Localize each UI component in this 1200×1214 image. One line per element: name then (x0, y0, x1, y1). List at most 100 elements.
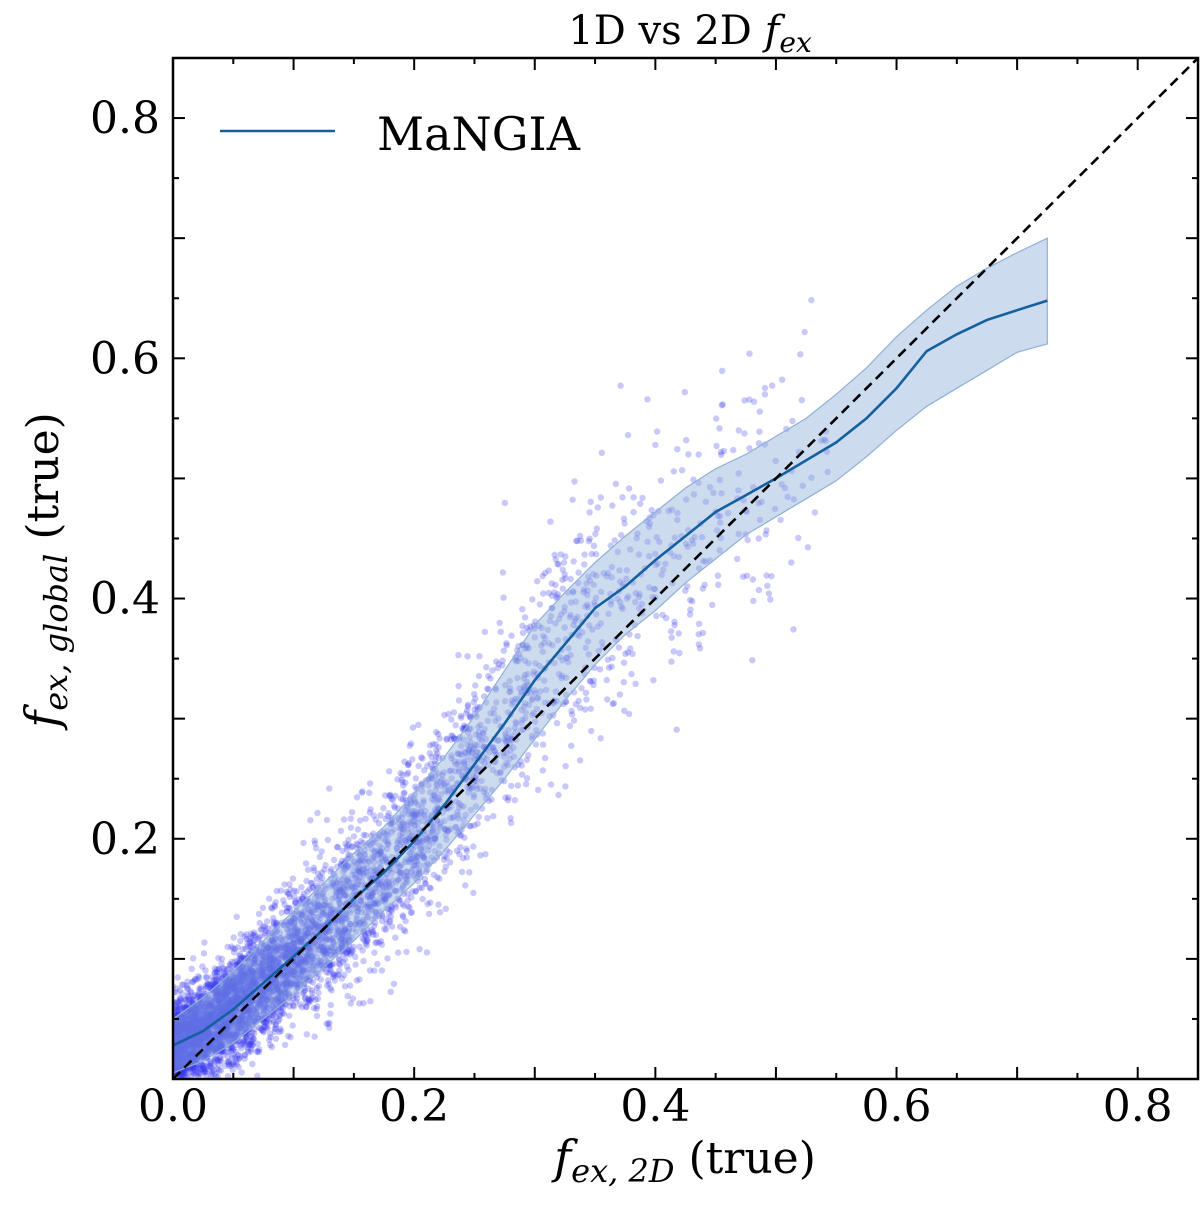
scatter-point (445, 710, 452, 718)
scatter-point (202, 1017, 209, 1024)
scatter-point (195, 1014, 202, 1021)
scatter-point (202, 1051, 209, 1058)
scatter-point (718, 490, 725, 497)
scatter-point (587, 498, 594, 505)
scatter-point (499, 569, 507, 576)
scatter-point (514, 782, 522, 789)
scatter-point (250, 979, 257, 986)
scatter-point (453, 847, 461, 854)
scatter-point (250, 959, 257, 966)
scatter-point (245, 1040, 253, 1047)
scatter-point (484, 717, 491, 724)
scatter-point (671, 618, 678, 626)
scatter-point (372, 898, 380, 906)
scatter-point (188, 965, 195, 972)
scatter-point (359, 788, 366, 795)
scatter-point (555, 791, 562, 799)
scatter-point (182, 1055, 190, 1062)
scatter-point (184, 1047, 192, 1055)
scatter-point (178, 990, 186, 997)
scatter-point (396, 836, 404, 843)
scatter-point (310, 926, 318, 933)
scatter-point (614, 595, 621, 602)
scatter-point (276, 993, 283, 1001)
scatter-point (192, 1036, 199, 1043)
scatter-point (237, 971, 244, 978)
scatter-point (675, 553, 683, 561)
scatter-point (209, 1042, 216, 1049)
scatter-point (252, 967, 259, 974)
scatter-point (282, 975, 289, 982)
scatter-point (419, 895, 426, 903)
scatter-point (317, 976, 324, 983)
scatter-point (322, 862, 329, 869)
scatter-point (188, 1014, 195, 1022)
scatter-point (761, 391, 769, 398)
scatter-point (194, 1035, 202, 1042)
scatter-point (187, 1020, 195, 1027)
scatter-point (322, 946, 330, 953)
scatter-point (523, 756, 531, 764)
scatter-point (347, 1000, 354, 1007)
scatter-point (214, 990, 221, 997)
scatter-point (191, 1025, 199, 1033)
scatter-point (258, 970, 265, 978)
scatter-point (675, 630, 682, 637)
scatter-point (434, 828, 441, 835)
scatter-point (620, 659, 628, 666)
scatter-point (713, 442, 720, 450)
scatter-point (257, 994, 264, 1001)
scatter-point (217, 1041, 224, 1048)
scatter-point (432, 836, 439, 843)
scatter-point (421, 875, 428, 883)
scatter-point (579, 629, 586, 636)
scatter-point (334, 925, 342, 932)
scatter-point (182, 1041, 189, 1049)
scatter-point (576, 757, 584, 764)
scatter-point (214, 1043, 221, 1050)
scatter-point (476, 732, 483, 740)
scatter-point (187, 1006, 194, 1014)
scatter-point (187, 1006, 195, 1014)
scatter-point (455, 750, 462, 758)
scatter-point (354, 826, 362, 833)
scatter-point (353, 794, 361, 801)
scatter-point (188, 1049, 195, 1057)
scatter-point (183, 1031, 190, 1038)
scatter-point (588, 550, 595, 558)
scatter-point (503, 759, 510, 767)
scatter-point (653, 612, 660, 620)
scatter-point (239, 977, 246, 984)
scatter-point (230, 984, 237, 991)
scatter-point (496, 619, 503, 627)
scatter-point (204, 1015, 211, 1023)
scatter-point (288, 971, 295, 978)
scatter-point (237, 1024, 244, 1032)
scatter-point (325, 1020, 332, 1028)
scatter-point (503, 642, 510, 649)
scatter-point (252, 1010, 259, 1018)
scatter-point (781, 484, 789, 492)
scatter-point (426, 750, 433, 757)
scatter-point (208, 974, 216, 981)
scatter-point (637, 500, 644, 507)
scatter-point (318, 848, 325, 855)
scatter-point (673, 726, 680, 733)
scatter-point (466, 869, 473, 876)
scatter-point (272, 1035, 280, 1043)
scatter-point (457, 712, 464, 720)
scatter-point (569, 496, 576, 503)
scatter-point (323, 816, 331, 824)
scatter-point (395, 949, 402, 956)
scatter-point (219, 987, 227, 995)
scatter-point (218, 955, 226, 962)
scatter-point (411, 822, 418, 829)
scatter-point (245, 967, 252, 975)
scatter-point (303, 923, 310, 930)
scatter-point (621, 520, 628, 527)
scatter-point (247, 986, 254, 993)
scatter-point (211, 1043, 219, 1050)
scatter-point (582, 689, 590, 696)
scatter-point (451, 768, 459, 775)
scatter-point (178, 1046, 185, 1053)
